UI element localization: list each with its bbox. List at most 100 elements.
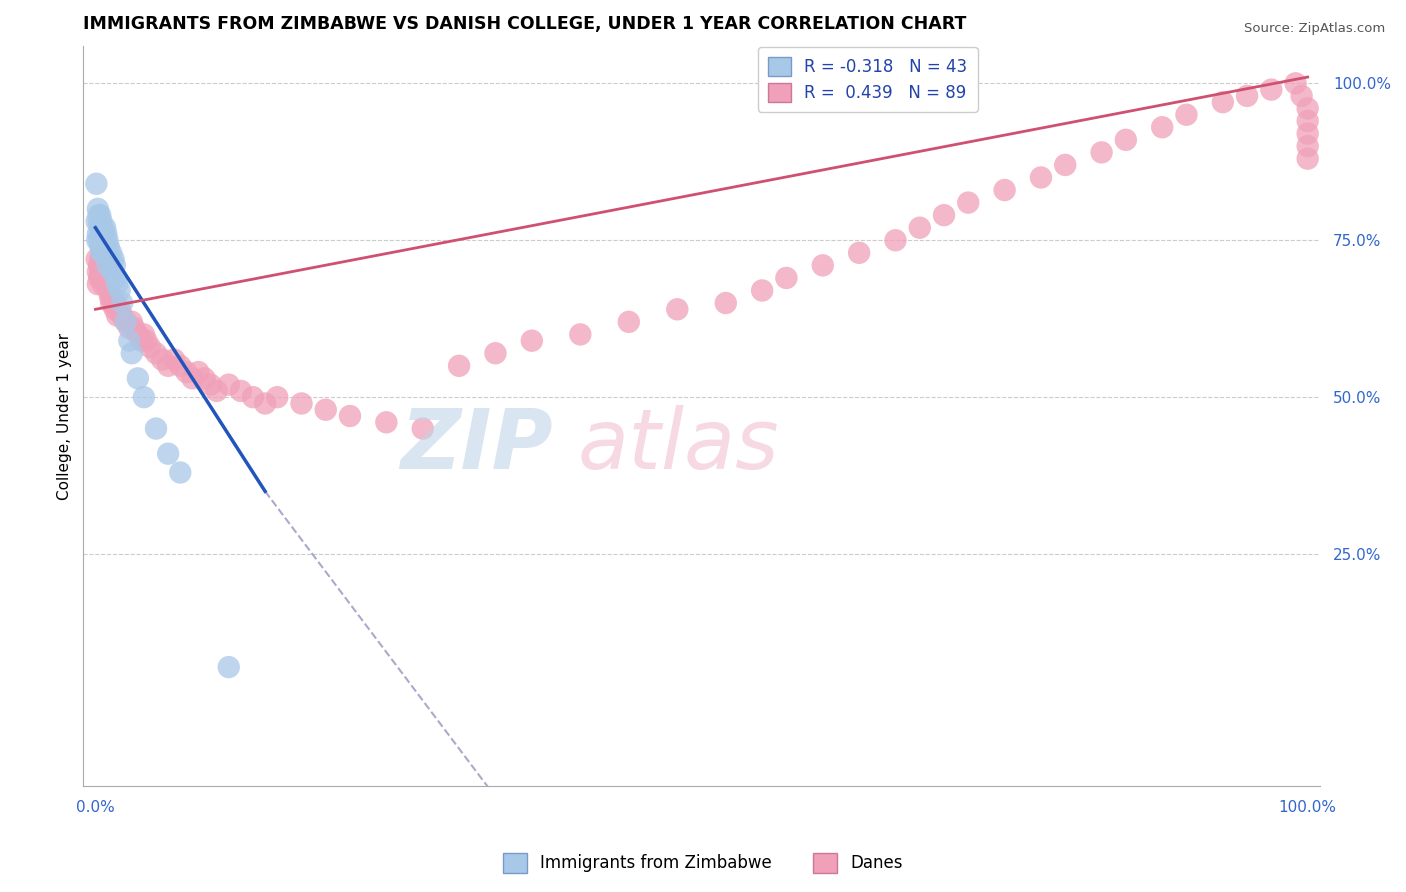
Point [104,258,127,272]
Point [1054,158,1077,172]
Point [93,245,115,260]
Point [617,315,640,329]
Point [114,315,136,329]
Point [90,245,112,260]
Point [145,421,167,435]
Point [86,177,108,191]
Point [105,296,128,310]
Point [339,409,361,423]
Point [105,309,128,323]
Point [266,390,288,404]
Point [169,359,191,373]
Point [218,377,240,392]
Point [100,296,122,310]
Point [96,233,118,247]
Point [139,340,162,354]
Point [520,334,543,348]
Point [96,277,118,292]
Point [86,233,108,247]
Point [1029,170,1052,185]
Point [1212,95,1234,110]
Point [229,384,252,398]
Point [1284,76,1306,90]
Point [87,277,110,292]
Point [254,396,277,410]
Point [96,245,118,260]
Point [290,396,312,410]
Point [569,327,592,342]
Point [1296,114,1319,128]
Point [176,365,198,379]
Point [90,227,112,241]
Point [122,321,145,335]
Point [412,421,434,435]
Point [86,214,108,228]
Point [103,252,125,266]
Point [205,384,228,398]
Point [169,466,191,480]
Point [121,346,143,360]
Point [848,245,870,260]
Point [87,214,110,228]
Point [932,208,955,222]
Point [132,390,155,404]
Point [751,284,773,298]
Point [89,265,111,279]
Point [163,352,186,367]
Point [1260,82,1282,96]
Point [957,195,980,210]
Point [127,327,149,342]
Point [1296,102,1319,116]
Point [150,352,173,367]
Point [1115,133,1137,147]
Point [1090,145,1112,160]
Point [118,334,141,348]
Point [884,233,907,247]
Point [127,371,149,385]
Point [89,208,111,222]
Point [666,302,689,317]
Point [101,265,124,279]
Point [104,302,127,317]
Point [97,284,120,298]
Point [101,290,124,304]
Point [908,220,931,235]
Point [157,359,180,373]
Point [90,214,112,228]
Point [87,208,110,222]
Point [87,233,110,247]
Point [157,447,180,461]
Point [242,390,264,404]
Point [1152,120,1174,135]
Point [96,258,118,272]
Point [87,265,110,279]
Point [181,371,204,385]
Point [100,245,122,260]
Point [775,271,797,285]
Point [315,402,337,417]
Point [93,227,115,241]
Point [86,252,108,266]
Point [105,277,128,292]
Text: Source: ZipAtlas.com: Source: ZipAtlas.com [1244,22,1385,36]
Point [1296,152,1319,166]
Point [994,183,1017,197]
Point [93,271,115,285]
Point [108,284,131,298]
Legend: Immigrants from Zimbabwe, Danes: Immigrants from Zimbabwe, Danes [496,847,910,880]
Point [94,220,117,235]
Point [108,302,131,317]
Point [132,327,155,342]
Point [145,346,167,360]
Point [103,296,125,310]
Point [193,371,215,385]
Point [90,271,112,285]
Text: ZIP: ZIP [401,405,553,486]
Text: atlas: atlas [578,405,779,486]
Point [484,346,506,360]
Point [89,239,111,253]
Point [98,252,121,266]
Point [87,258,110,272]
Point [135,334,157,348]
Point [90,258,112,272]
